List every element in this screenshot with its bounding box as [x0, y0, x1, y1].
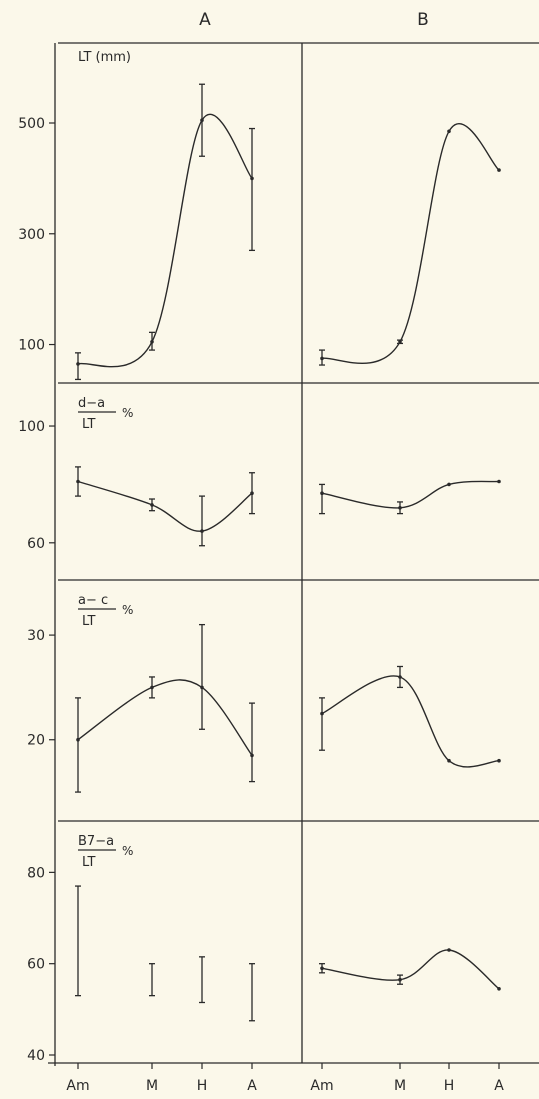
panel-title: LT (mm) — [78, 50, 131, 65]
panel-title-unit: % — [122, 603, 133, 617]
series-line — [77, 113, 253, 368]
panel-title-numerator: d−a — [78, 396, 105, 411]
series-line — [77, 679, 253, 756]
y-tick-label: 20 — [27, 733, 45, 749]
column-header-a: A — [199, 10, 211, 30]
y-tick-label: 100 — [18, 338, 45, 354]
y-tick-label: 40 — [27, 1048, 45, 1064]
panel-title-denominator: LT — [82, 855, 95, 870]
y-tick-label: 100 — [18, 419, 45, 435]
data-point — [497, 479, 501, 484]
x-tick-label: H — [444, 1078, 455, 1094]
y-tick-label: 500 — [18, 116, 45, 132]
data-point — [447, 129, 451, 134]
panel-title-numerator: a− c — [78, 593, 108, 608]
x-tick-label: A — [247, 1078, 257, 1094]
panel-title-unit: % — [122, 406, 133, 420]
y-tick-label: 30 — [27, 628, 45, 644]
series-line — [321, 123, 500, 365]
data-point — [447, 758, 451, 763]
x-tick-label: Am — [310, 1078, 333, 1094]
data-point — [447, 948, 451, 952]
y-tick-label: 60 — [27, 957, 45, 973]
chart-panels: Am M H A Am M H A 100 300 500 LT (mm) 60 100 d−a LT% 20 3… — [18, 42, 539, 1094]
data-point — [447, 482, 451, 487]
x-tick-label: H — [197, 1078, 208, 1094]
data-point — [497, 168, 501, 172]
panel-title-denominator: LT — [82, 614, 95, 629]
y-tick-label: 300 — [18, 227, 45, 243]
series-line — [77, 480, 253, 532]
x-tick-label: M — [146, 1078, 158, 1094]
x-tick-label: A — [494, 1078, 504, 1094]
column-header-b: B — [417, 10, 429, 30]
series-line — [321, 949, 500, 990]
y-tick-label: 80 — [27, 865, 45, 881]
x-tick-label: M — [394, 1078, 406, 1094]
panel-title-numerator: B7−a — [78, 834, 114, 849]
data-point — [497, 758, 501, 763]
panel-title-denominator: LT — [82, 417, 95, 432]
series-line — [321, 675, 500, 768]
series-line — [321, 480, 500, 509]
panel-title-unit: % — [122, 844, 133, 858]
y-tick-label: 60 — [27, 536, 45, 552]
data-point — [497, 987, 501, 991]
x-tick-label: Am — [66, 1078, 89, 1094]
